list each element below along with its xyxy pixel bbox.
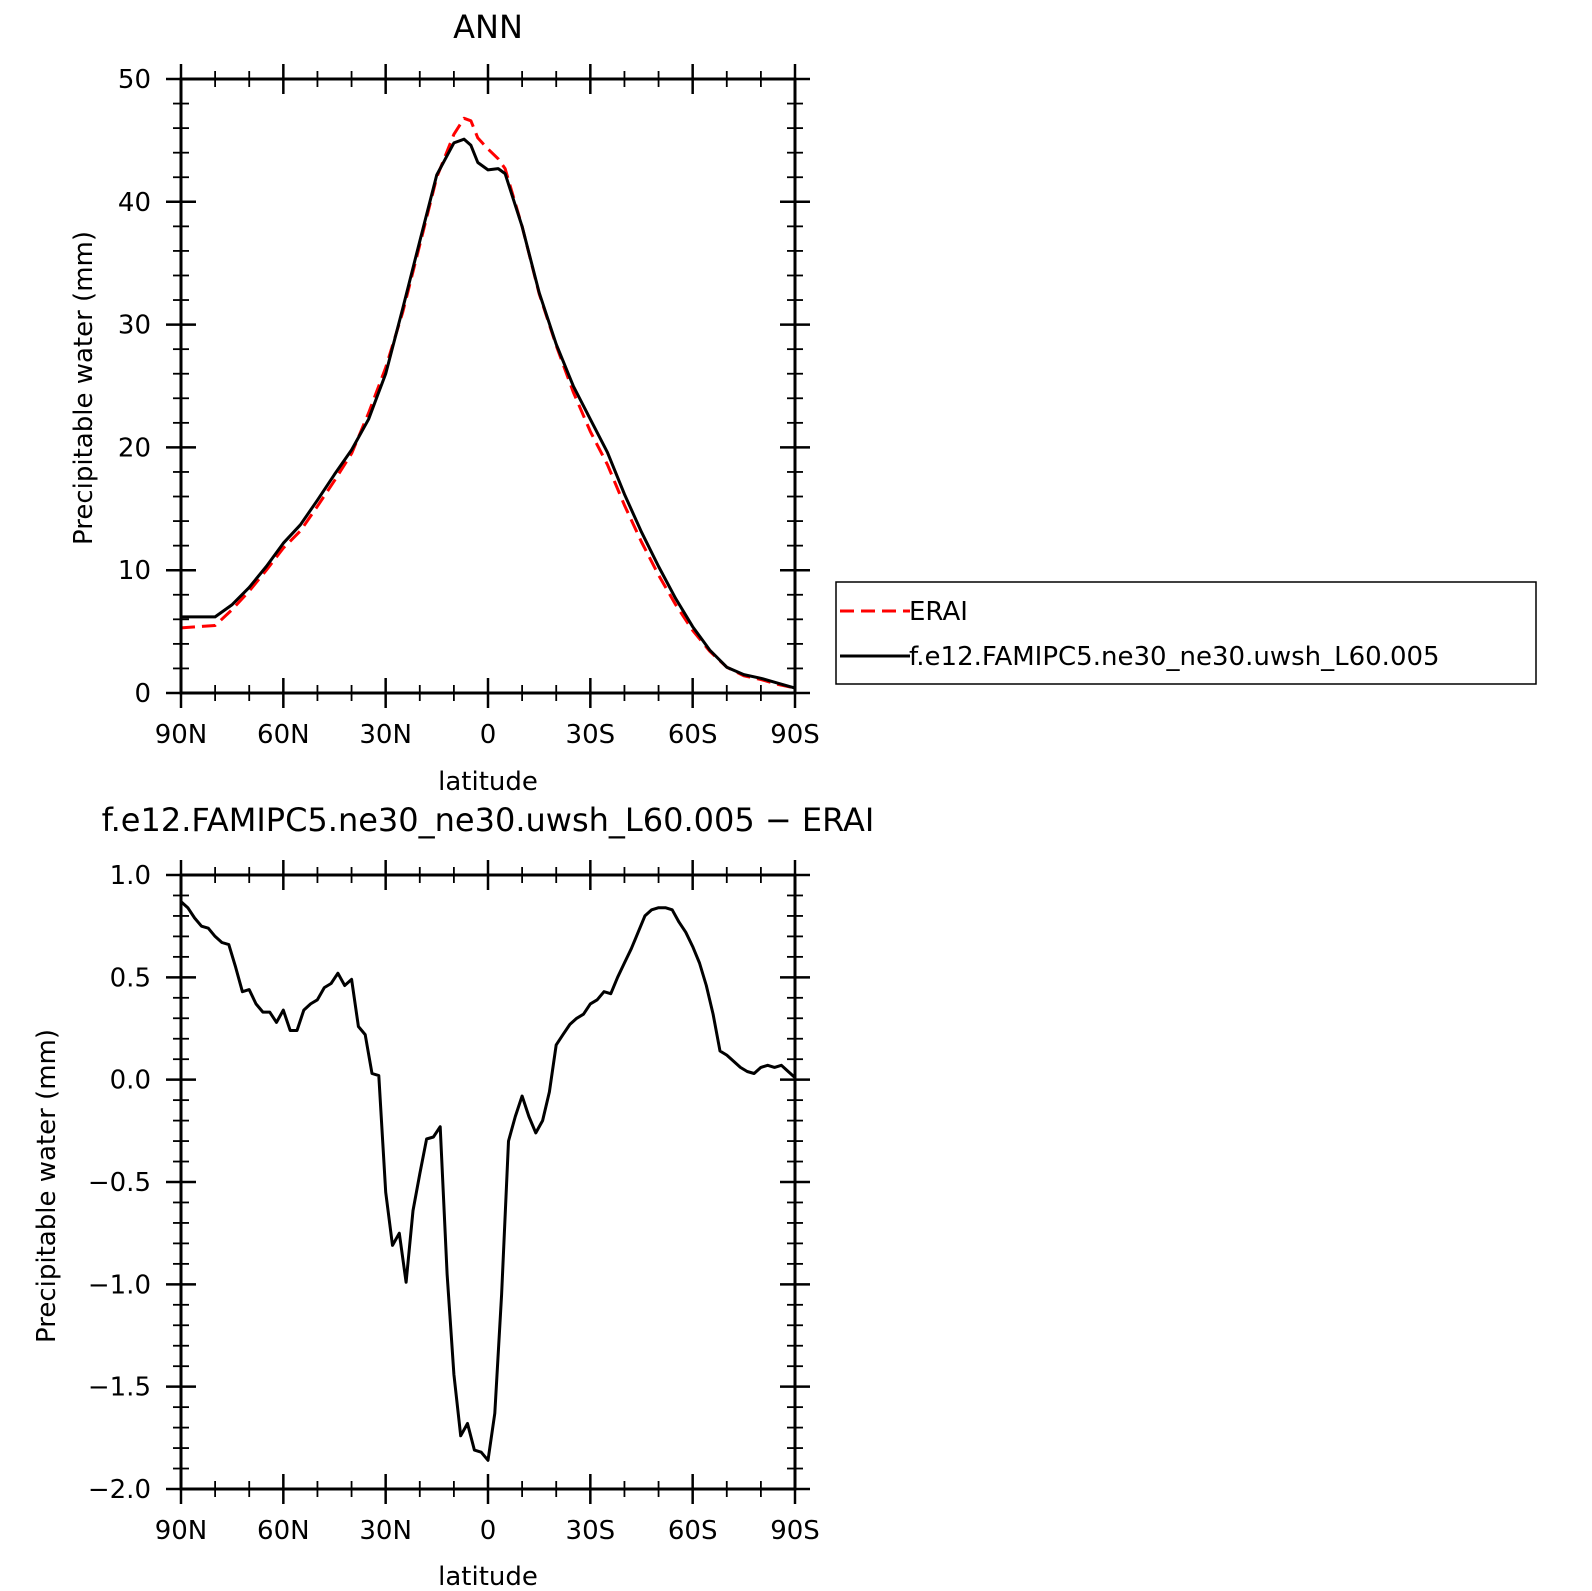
series-line-erai xyxy=(180,116,796,690)
tick-layer: −2.0 −1.5 −1.0 −0.5 0.0 0.5 1.0 90N 60N 30N 0 30S 60… xyxy=(88,860,820,1546)
tick-layer: 0 10 20 30 40 50 90N 60N 30N 0 30S 60S 90S xyxy=(118,64,820,750)
plot-frame xyxy=(179,873,797,1491)
y-tick-label: 0 xyxy=(134,679,151,709)
y-tick-label: 1.0 xyxy=(110,861,151,891)
y-tick-label: 20 xyxy=(118,433,151,463)
y-axis-label: Precipitable water (mm) xyxy=(32,1029,62,1343)
lower-chart-panel: f.e12.FAMIPC5.ne30_ne30.uwsh_L60.005 − E… xyxy=(32,801,874,1591)
x-tick-label: 90S xyxy=(770,720,820,750)
x-axis-label: latitude xyxy=(438,1562,538,1591)
x-tick-label: 90S xyxy=(770,1516,820,1546)
y-tick-label: 40 xyxy=(118,188,151,218)
y-tick-label: 30 xyxy=(118,311,151,341)
y-tick-label: 0.5 xyxy=(110,963,151,993)
x-axis-label: latitude xyxy=(438,767,538,797)
x-tick-label: 0 xyxy=(480,720,497,750)
x-tick-label: 60S xyxy=(668,1516,718,1546)
y-tick-label: −1.0 xyxy=(88,1270,151,1300)
chart-title: f.e12.FAMIPC5.ne30_ne30.uwsh_L60.005 − E… xyxy=(102,801,875,839)
x-tick-label: 30S xyxy=(566,1516,616,1546)
plot-series-layer xyxy=(179,900,797,1462)
y-axis-label: Precipitable water (mm) xyxy=(69,231,99,545)
plot-frame xyxy=(179,77,797,695)
x-tick-label: 0 xyxy=(480,1516,497,1546)
legend-box xyxy=(835,581,1537,685)
x-tick-label: 90N xyxy=(155,1516,208,1546)
x-tick-label: 30S xyxy=(566,720,616,750)
x-tick-label: 90N xyxy=(155,720,208,750)
y-tick-label: 0.0 xyxy=(110,1066,151,1096)
legend-entry-erai: ERAI xyxy=(909,597,968,627)
legend-entry-model: f.e12.FAMIPC5.ne30_ne30.uwsh_L60.005 xyxy=(909,642,1440,672)
plot-series-layer xyxy=(180,116,796,690)
legend: ERAI f.e12.FAMIPC5.ne30_ne30.uwsh_L60.00… xyxy=(835,581,1537,685)
series-line-f-e12-famipc5-ne30-ne30-uwsh-l60-005 xyxy=(181,137,796,690)
x-tick-label: 60N xyxy=(257,720,310,750)
y-tick-label: −1.5 xyxy=(88,1373,151,1403)
series-line-difference xyxy=(179,900,797,1462)
x-tick-label: 30N xyxy=(359,1516,412,1546)
x-tick-label: 30N xyxy=(359,720,412,750)
y-tick-label: −2.0 xyxy=(88,1475,151,1505)
x-tick-label: 60S xyxy=(668,720,718,750)
y-tick-label: 50 xyxy=(118,65,151,95)
y-tick-label: −0.5 xyxy=(88,1168,151,1198)
chart-title: ANN xyxy=(453,8,523,46)
y-tick-label: 10 xyxy=(118,556,151,586)
upper-chart-panel: ANN Precipitable water (mm) latitude 0 10… xyxy=(69,8,820,797)
x-tick-label: 60N xyxy=(257,1516,310,1546)
